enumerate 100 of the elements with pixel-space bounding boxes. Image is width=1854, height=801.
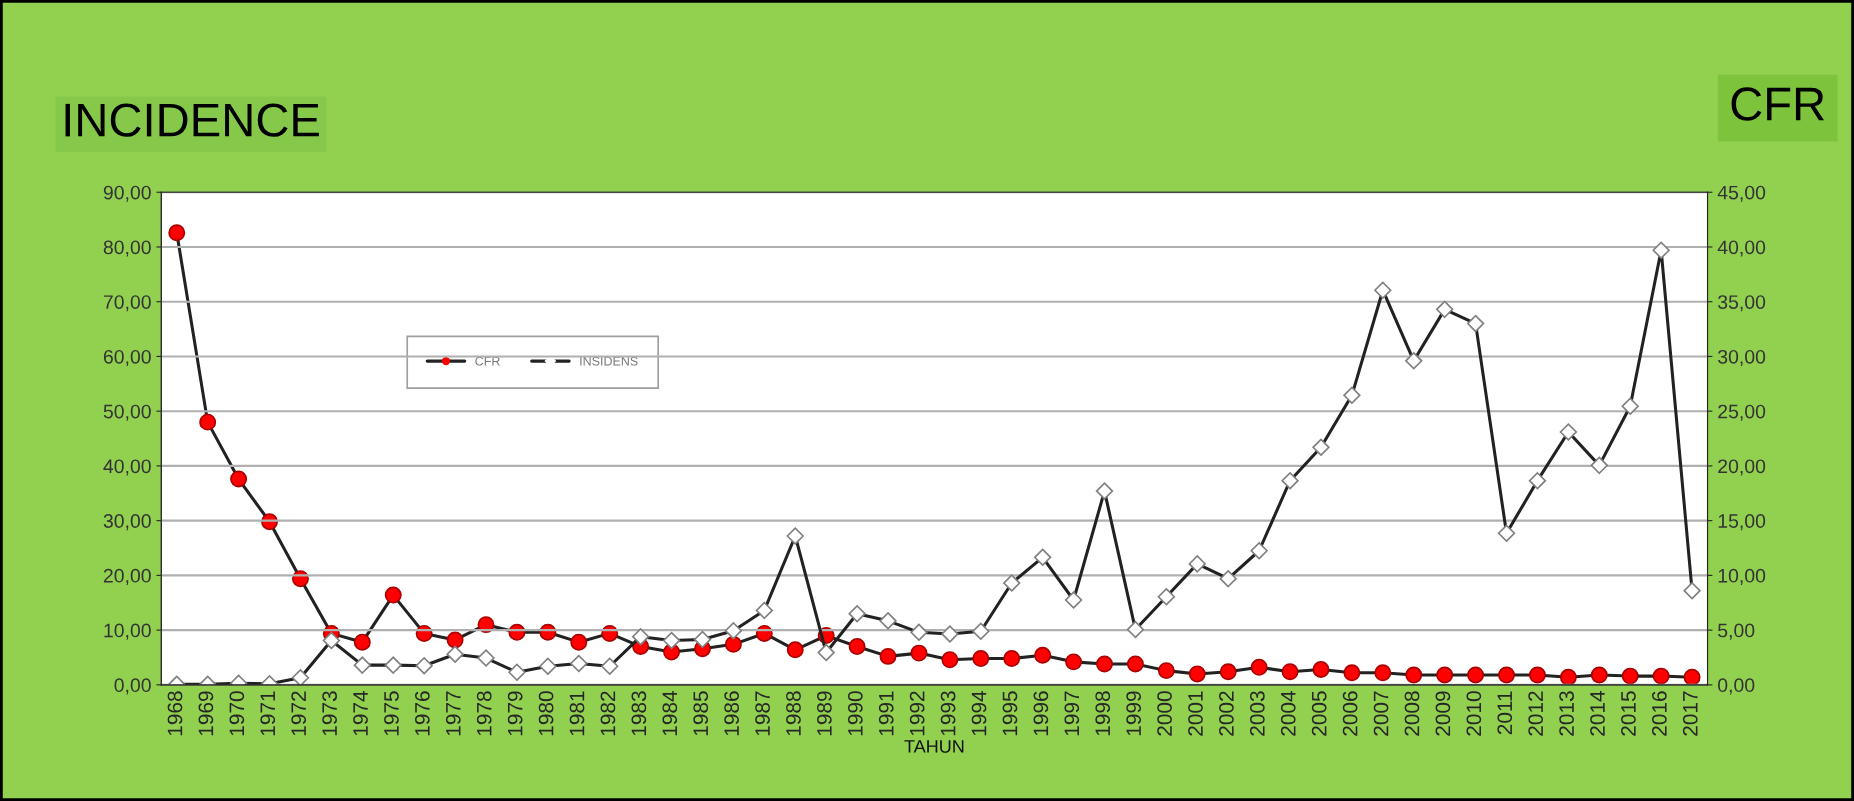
- x-tick-label: 1999: [1126, 691, 1142, 736]
- point: [1467, 666, 1485, 684]
- x-tick-label: 2004: [1280, 691, 1296, 736]
- x-tick-label: 1968: [167, 691, 183, 736]
- point: [1621, 667, 1639, 685]
- y-tick-label: 50,00: [103, 404, 151, 421]
- x-tick-label: 1977: [445, 691, 461, 736]
- y-tick-label: 80,00: [103, 240, 151, 257]
- x-tick-label: 1987: [755, 691, 770, 736]
- y2-tick-label: 0,00: [1718, 678, 1755, 695]
- point: [1436, 666, 1454, 684]
- x-tick-label: 1971: [260, 691, 276, 736]
- x-tick-label: 1994: [971, 691, 987, 736]
- point: [1559, 668, 1577, 685]
- point: [168, 224, 186, 242]
- x-tick-label: 2015: [1621, 691, 1636, 736]
- point: [1250, 658, 1268, 676]
- point: [1281, 663, 1299, 681]
- y2-tick-label: 5,00: [1718, 623, 1755, 640]
- x-tick-label: 1995: [1002, 691, 1018, 736]
- x-tick-label: 2017: [1682, 691, 1698, 736]
- x-tick-label: 2000: [1157, 691, 1172, 736]
- x-tick-label: 2002: [1219, 691, 1234, 736]
- point: [230, 470, 248, 488]
- x-tick-label: 1978: [476, 691, 492, 736]
- x-tick-label: 2010: [1466, 691, 1482, 736]
- y-tick-label: 10,00: [104, 623, 151, 640]
- x-tick-label: 1984: [662, 691, 678, 736]
- point: [1528, 666, 1546, 684]
- x-tick-label: 2001: [1188, 691, 1203, 736]
- point: [972, 650, 990, 668]
- x-tick-label: 1976: [415, 691, 430, 736]
- y2-tick-label: 45,00: [1717, 185, 1766, 202]
- y2-tick-label: 40,00: [1717, 240, 1766, 257]
- point: [1096, 655, 1113, 673]
- x-tick-label: 2003: [1249, 691, 1265, 736]
- x-axis-title: TAHUN: [904, 740, 964, 753]
- x-tick-label: 1979: [507, 691, 523, 736]
- x-tick-label: 1991: [878, 691, 894, 736]
- x-tick-label: 2006: [1342, 691, 1358, 736]
- x-tick-label: 1970: [229, 691, 245, 736]
- point: [1157, 662, 1175, 680]
- point: [1003, 650, 1021, 668]
- point: [1312, 661, 1330, 679]
- x-tick-label: 2009: [1435, 691, 1451, 736]
- x-tick-label: 1993: [940, 691, 956, 736]
- x-tick-label: 2007: [1373, 691, 1389, 736]
- x-tick-label: 2016: [1651, 691, 1667, 736]
- x-tick-label: 1996: [1033, 691, 1049, 736]
- x-tick-label: 1990: [847, 691, 863, 736]
- x-tick-label: 1974: [353, 691, 368, 736]
- point: [848, 638, 866, 656]
- x-tick-label: 1969: [198, 691, 214, 736]
- y2-tick-label: 30,00: [1718, 349, 1766, 366]
- x-tick-label: 2011: [1497, 691, 1513, 735]
- point: [724, 635, 742, 653]
- x-tick-label: 1998: [1095, 691, 1111, 736]
- y-tick-label: 20,00: [103, 568, 151, 585]
- point: [1188, 665, 1206, 683]
- point: [446, 631, 464, 649]
- legend-label: CFR: [475, 356, 500, 366]
- y2-tick-label: 10,00: [1718, 568, 1766, 585]
- x-tick-label: 1982: [600, 691, 616, 736]
- x-tick-label: 1973: [322, 691, 337, 736]
- x-tick-label: 1992: [909, 691, 925, 736]
- point: [384, 586, 402, 604]
- x-tick-label: 2012: [1528, 691, 1544, 736]
- y-tick-label: 70,00: [103, 295, 151, 312]
- point: [1126, 655, 1144, 673]
- point: [1219, 663, 1237, 681]
- point: [879, 647, 897, 665]
- y2-tick-label: 15,00: [1718, 514, 1766, 531]
- legend-label: INSIDENS: [580, 356, 638, 366]
- x-tick-label: 1988: [786, 691, 801, 736]
- y-axis-title: INCIDENCE: [65, 103, 319, 137]
- x-tick-label: 1980: [538, 691, 554, 736]
- point: [1374, 664, 1392, 682]
- point: [353, 633, 371, 651]
- y-tick-label: 30,00: [103, 514, 151, 531]
- x-tick-label: 1997: [1064, 691, 1080, 736]
- y2-tick-label: 20,00: [1718, 459, 1766, 476]
- point: [1405, 666, 1423, 684]
- y2-tick-label: 25,00: [1718, 404, 1766, 421]
- x-tick-label: 2008: [1404, 691, 1420, 736]
- x-tick-label: 1989: [817, 691, 832, 736]
- point: [570, 633, 588, 651]
- point: [910, 644, 928, 662]
- x-tick-label: 2013: [1559, 691, 1574, 736]
- y2-tick-label: 35,00: [1718, 295, 1766, 312]
- point: [941, 651, 959, 669]
- y-tick-label: 0,00: [114, 678, 151, 695]
- x-tick-label: 1983: [631, 691, 647, 736]
- x-tick-label: 1986: [724, 691, 739, 736]
- point: [1590, 666, 1608, 684]
- x-tick-label: 1981: [569, 691, 585, 736]
- x-tick-label: 1972: [291, 691, 307, 736]
- y-tick-label: 40,00: [103, 459, 151, 476]
- point: [1034, 646, 1052, 664]
- point: [199, 413, 217, 431]
- x-tick-label: 2005: [1311, 691, 1327, 736]
